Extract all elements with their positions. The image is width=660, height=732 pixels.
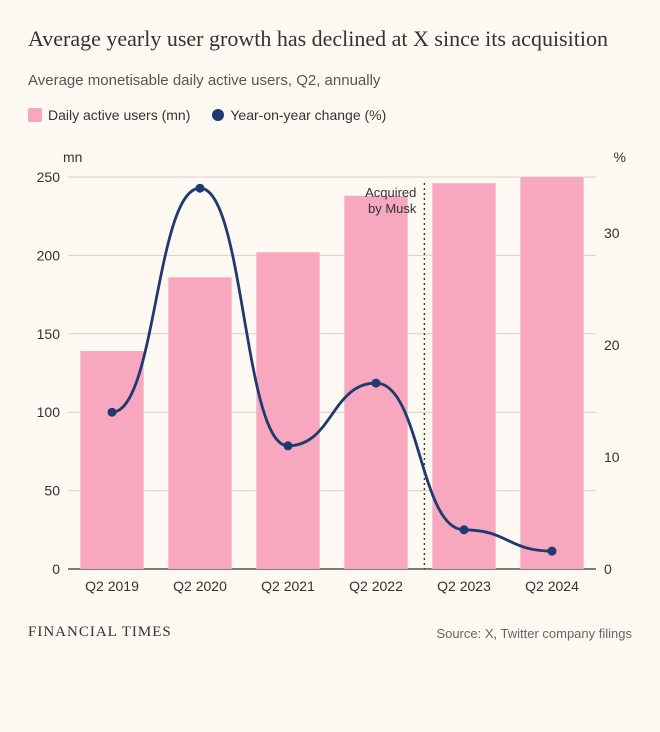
x-tick-label: Q2 2019: [85, 578, 139, 594]
y-left-tick: 0: [52, 561, 60, 577]
bar: [256, 252, 319, 569]
x-tick-label: Q2 2023: [437, 578, 491, 594]
legend: Daily active users (mn) Year-on-year cha…: [28, 107, 632, 123]
chart-area: 0 50 100 150 200 250 0 10 20 30 Acquiredby Musk Q2 …: [28, 169, 632, 604]
line-marker: [460, 525, 469, 534]
line-marker: [284, 441, 293, 450]
axis-right-title: %: [614, 149, 626, 165]
y-left-tick: 250: [37, 169, 61, 185]
brand-label: FINANCIAL TIMES: [28, 624, 172, 641]
x-tick-label: Q2 2021: [261, 578, 315, 594]
x-tick-label: Q2 2022: [349, 578, 403, 594]
legend-label-bars: Daily active users (mn): [48, 107, 190, 123]
bar: [168, 277, 231, 569]
bar: [80, 351, 143, 569]
source-label: Source: X, Twitter company filings: [436, 626, 632, 641]
legend-swatch-line: [212, 109, 224, 121]
annotation-text: Acquired: [365, 185, 416, 200]
y-right-tick: 0: [604, 561, 612, 577]
chart-svg: 0 50 100 150 200 250 0 10 20 30 Acquiredby Musk Q2 …: [28, 169, 632, 599]
y-right-tick: 30: [604, 225, 620, 241]
y-left-tick: 150: [37, 325, 61, 341]
line-marker: [548, 546, 557, 555]
line-marker: [372, 378, 381, 387]
bar: [520, 177, 583, 569]
legend-label-line: Year-on-year change (%): [230, 107, 386, 123]
y-left-tick: 100: [37, 404, 61, 420]
chart-subtitle: Average monetisable daily active users, …: [28, 72, 632, 89]
x-tick-label: Q2 2024: [525, 578, 579, 594]
annotation-text: by Musk: [368, 201, 417, 216]
line-marker: [108, 407, 117, 416]
y-right-tick: 10: [604, 449, 620, 465]
legend-swatch-bar: [28, 108, 42, 122]
x-tick-label: Q2 2020: [173, 578, 227, 594]
legend-item-bars: Daily active users (mn): [28, 107, 190, 123]
chart-title: Average yearly user growth has declined …: [28, 24, 632, 54]
y-right-tick: 20: [604, 337, 620, 353]
line-marker: [196, 183, 205, 192]
y-left-tick: 200: [37, 247, 61, 263]
legend-item-line: Year-on-year change (%): [212, 107, 386, 123]
bar: [432, 183, 495, 569]
y-left-tick: 50: [44, 482, 60, 498]
axis-left-title: mn: [63, 149, 82, 165]
